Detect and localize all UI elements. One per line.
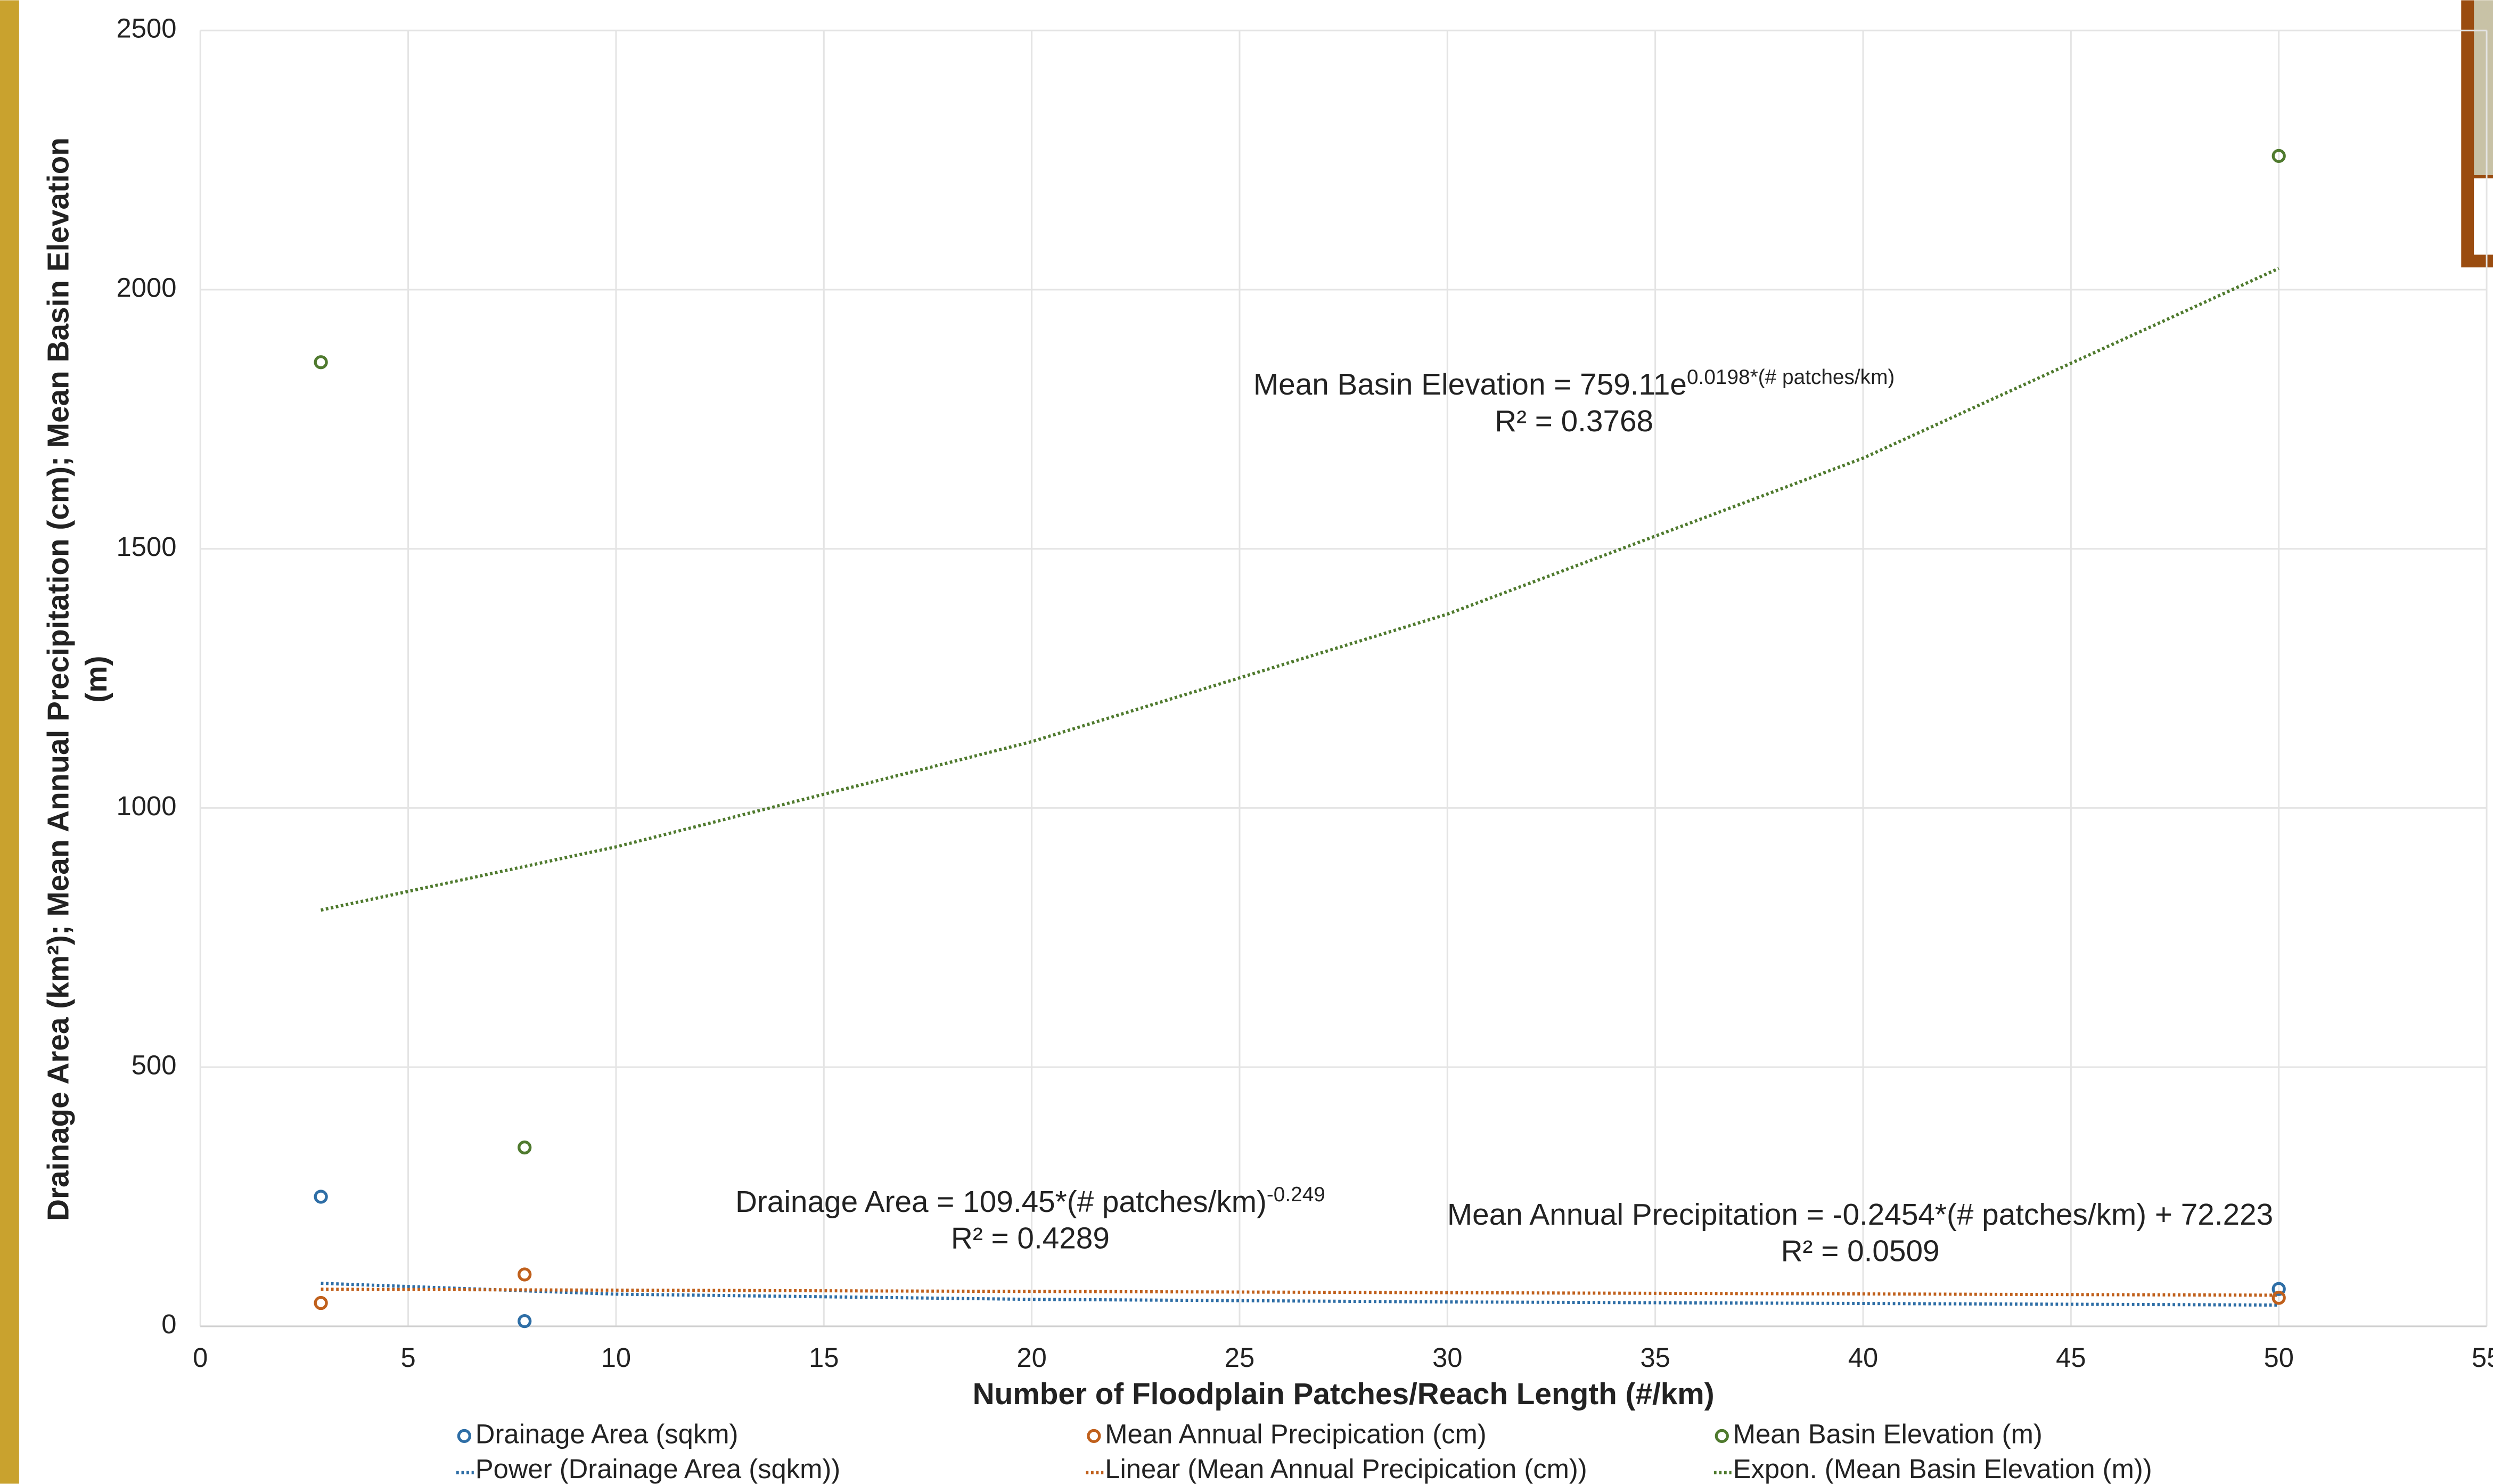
legend-label: Power (Drainage Area (sqkm)) [475,1454,840,1484]
equation: Drainage Area = 109.45*(# patches/km)-0.… [735,1183,1325,1219]
equation-text: Mean Annual Precipitation = -0.2454*(# p… [1447,1198,2273,1232]
y-tick-label: 500 [132,1050,177,1080]
legend-label: Drainage Area (sqkm) [475,1419,739,1449]
x-tick-label: 25 [1225,1342,1254,1373]
x-tick-label: 15 [809,1342,839,1373]
x-tick-label: 40 [1848,1342,1878,1373]
legend-label: Expon. (Mean Basin Elevation (m)) [1733,1454,2152,1484]
legend-label: Mean Basin Elevation (m) [1733,1419,2043,1449]
r-squared: R² = 0.4289 [951,1222,1110,1256]
equation-text: Mean Basin Elevation = 759.11e [1253,368,1687,401]
r-squared: R² = 0.3768 [1495,405,1653,438]
x-tick-label: 20 [1016,1342,1046,1373]
y-axis-title: Drainage Area (km²); Mean Annual Precipi… [42,137,75,1221]
x-tick-label: 50 [2264,1342,2293,1373]
y-tick-label: 0 [161,1309,176,1339]
x-tick-label: 35 [1640,1342,1670,1373]
background [0,1,2493,1484]
y-tick-label: 1000 [117,791,177,821]
x-tick-label: 0 [193,1342,208,1373]
x-tick-label: 10 [601,1342,631,1373]
equation-text: Drainage Area = 109.45*(# patches/km) [735,1185,1267,1219]
y-tick-label: 2500 [117,13,177,44]
equation-exponent: 0.0198*(# patches/km) [1687,366,1895,389]
x-tick-label: 45 [2056,1342,2086,1373]
y-axis-title: (m) [80,655,113,702]
x-axis-title: Number of Floodplain Patches/Reach Lengt… [973,1378,1715,1411]
left-edge-strip [0,1,19,1484]
x-tick-label: 30 [1432,1342,1462,1373]
equation: Mean Annual Precipitation = -0.2454*(# p… [1447,1198,2273,1232]
y-tick-label: 2000 [117,272,177,302]
legend-label: Mean Annual Precipication (cm) [1105,1419,1486,1449]
page: Number of Floodplain Patches/Reach Lengt… [0,0,2493,1484]
x-tick-label: 55 [2472,1342,2493,1373]
x-tick-label: 5 [400,1342,415,1373]
equation-exponent: -0.249 [1267,1183,1325,1206]
legend-label: Linear (Mean Annual Precipication (cm)) [1105,1454,1587,1484]
chart: Number of Floodplain Patches/Reach Lengt… [0,0,2493,1484]
right-edge-image-card [2474,178,2493,255]
r-squared: R² = 0.0509 [1781,1234,1940,1268]
y-tick-label: 1500 [117,531,177,562]
right-edge-image-inner [2474,1,2493,175]
